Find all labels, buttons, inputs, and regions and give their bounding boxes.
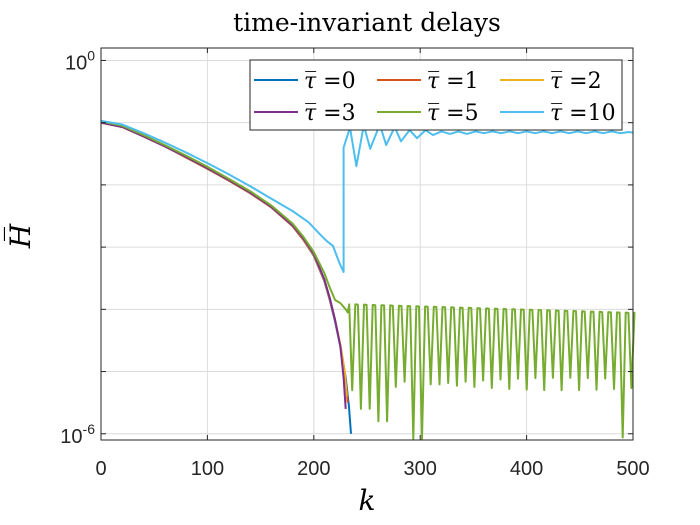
legend-label-tau-5: τ̅ =5 (427, 101, 479, 126)
legend-label-tau-2: τ̅ =2 (550, 69, 602, 94)
series-line-tau-1 (100, 121, 349, 403)
legend-label-tau-1: τ̅ =1 (427, 69, 479, 94)
x-tick-label: 400 (510, 458, 543, 480)
series-line-tau-3 (100, 121, 347, 409)
series-line-tau-10 (100, 119, 634, 273)
plot-frame (100, 47, 634, 441)
x-tick-label: 0 (95, 458, 106, 480)
x-tick-label: 300 (404, 458, 437, 480)
y-tick-label: 10-6 (60, 421, 95, 448)
series-line-tau-2 (100, 121, 348, 397)
chart-title: time-invariant delays (233, 8, 501, 37)
legend: τ̅ =0 τ̅ =1 τ̅ =2 τ̅ =3 τ̅ =5 τ̅ =10 (249, 59, 623, 131)
x-tick-label: 200 (297, 458, 330, 480)
series-group (100, 119, 636, 440)
ticks: 0 100 200 300 400 500 100 10-6 (60, 47, 649, 480)
x-tick-label: 100 (191, 458, 224, 480)
legend-label-tau-3: τ̅ =3 (304, 101, 356, 126)
y-axis-label: H̅ (4, 223, 37, 249)
x-tick-label: 500 (616, 458, 649, 480)
legend-label-tau-10: τ̅ =10 (550, 101, 616, 126)
legend-label-tau-0: τ̅ =0 (304, 69, 356, 94)
legend-box (249, 59, 623, 131)
y-tick-label: 100 (65, 47, 95, 74)
x-axis-label: k (359, 484, 376, 517)
series-line-tau-5 (100, 120, 636, 440)
